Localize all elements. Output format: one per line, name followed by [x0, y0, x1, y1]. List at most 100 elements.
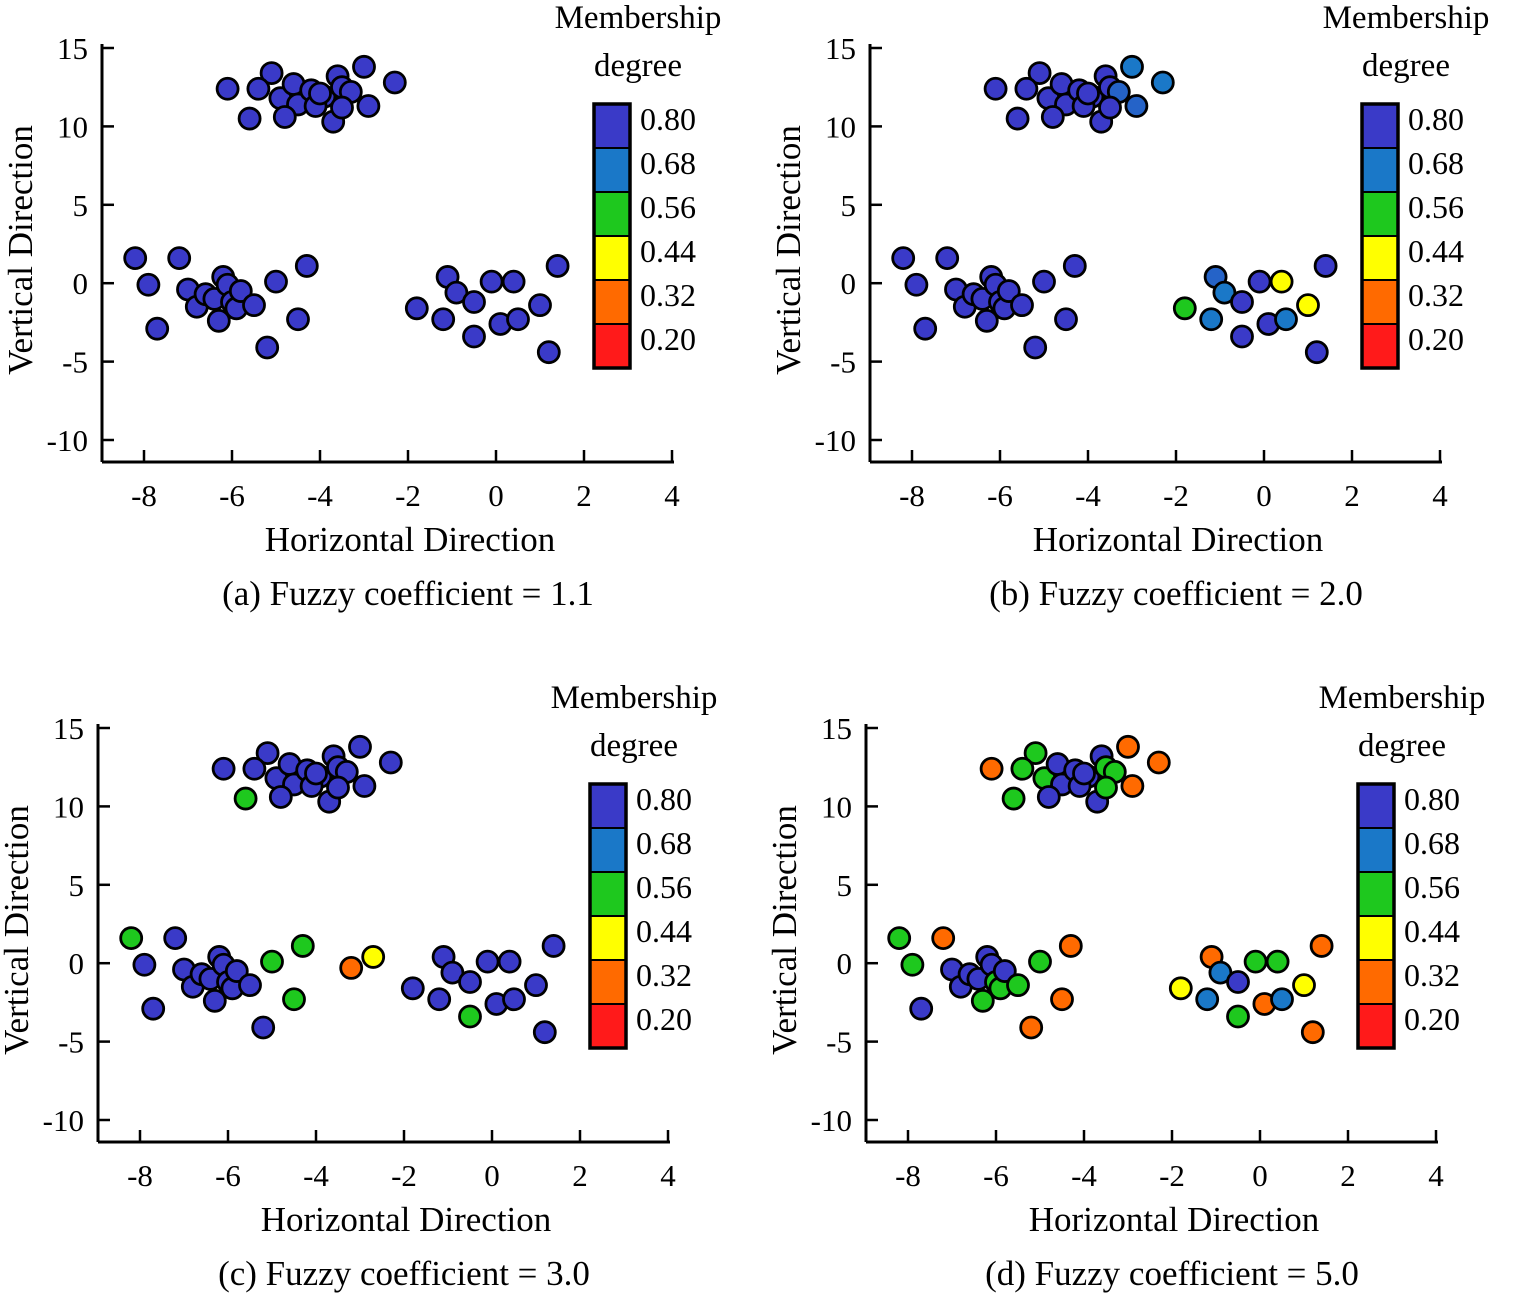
x-tick-label: -2 — [395, 478, 421, 513]
x-axis-label: Horizontal Direction — [1033, 520, 1324, 559]
data-point — [1172, 296, 1197, 321]
x-tick-label: -6 — [219, 478, 245, 513]
y-tick-label: 10 — [825, 109, 856, 144]
data-point — [132, 952, 157, 977]
y-tick-label: 15 — [825, 31, 856, 66]
data-point — [136, 272, 161, 297]
legend-title: degree — [594, 48, 682, 84]
data-point — [339, 956, 364, 980]
legend-label: 0.32 — [636, 957, 692, 993]
data-point — [1265, 949, 1290, 974]
data-point — [1076, 81, 1100, 106]
data-point — [378, 750, 403, 775]
x-tick-label: -8 — [899, 478, 925, 513]
data-point — [167, 246, 192, 271]
legend-label: 0.80 — [1408, 101, 1464, 137]
y-tick-label: 0 — [837, 946, 853, 981]
legend-swatch-0.68 — [589, 827, 627, 873]
y-axis-label: Vertical Direction — [0, 805, 36, 1055]
x-tick-label: -4 — [303, 1158, 329, 1193]
data-point — [524, 973, 548, 998]
data-point — [242, 756, 267, 781]
x-tick-label: 0 — [1256, 478, 1272, 513]
data-point — [497, 949, 522, 974]
data-point — [458, 1004, 482, 1029]
y-tick-label: 5 — [73, 188, 89, 223]
y-tick-label: 5 — [837, 868, 853, 903]
x-tick-label: 4 — [1428, 1158, 1444, 1193]
legend-swatch-0.80 — [1361, 103, 1399, 149]
y-tick-label: 10 — [821, 789, 852, 824]
legend-frame — [1356, 782, 1396, 1050]
x-tick-label: 4 — [664, 478, 680, 513]
x-tick-label: -2 — [391, 1158, 417, 1193]
data-point — [1028, 949, 1052, 974]
x-tick-label: 0 — [488, 478, 504, 513]
data-point — [458, 970, 482, 994]
data-point — [541, 934, 566, 958]
data-point — [475, 949, 500, 974]
legend-label: 0.56 — [1408, 189, 1464, 225]
y-axis-label: Vertical Direction — [1, 125, 40, 375]
data-point — [404, 296, 429, 321]
legend-swatch-0.44 — [589, 915, 627, 961]
data-point — [1027, 61, 1052, 85]
data-point — [264, 269, 288, 294]
legend-title: Membership — [1323, 0, 1490, 36]
data-point — [163, 926, 188, 951]
data-point — [326, 775, 350, 800]
data-point — [996, 279, 1021, 303]
data-point — [1247, 269, 1272, 294]
data-point — [145, 316, 170, 341]
legend-label: 0.32 — [1404, 957, 1460, 993]
data-point — [979, 756, 1004, 781]
legend-title: degree — [1362, 48, 1450, 84]
data-point — [251, 1015, 276, 1040]
data-point — [501, 269, 526, 294]
data-point — [1243, 949, 1268, 974]
data-point — [462, 290, 486, 314]
x-tick-label: 0 — [484, 1158, 500, 1193]
panel-caption: (b) Fuzzy coefficient = 2.0 — [989, 574, 1363, 613]
data-point — [259, 61, 284, 85]
data-point — [1010, 293, 1034, 318]
data-point — [1230, 324, 1254, 349]
data-point — [1226, 1004, 1250, 1029]
legend-swatch-0.44 — [1357, 915, 1395, 961]
legend-swatch-0.68 — [1361, 147, 1399, 193]
data-point — [1292, 973, 1316, 998]
data-point — [1120, 774, 1145, 798]
data-point — [123, 246, 148, 271]
data-point — [887, 926, 912, 951]
data-point — [1120, 54, 1144, 79]
data-point — [304, 761, 328, 786]
data-point — [1269, 269, 1294, 294]
data-point — [238, 973, 262, 998]
legend-swatch-0.80 — [1357, 783, 1395, 829]
legend-frame — [592, 102, 632, 370]
x-tick-label: 0 — [1252, 1158, 1268, 1193]
data-point — [1023, 741, 1048, 765]
data-point — [1274, 307, 1298, 332]
data-point — [1094, 775, 1118, 800]
legend-swatch-0.32 — [589, 959, 627, 1005]
data-point — [206, 308, 231, 333]
data-point — [1014, 76, 1039, 101]
x-tick-label: -2 — [1163, 478, 1189, 513]
data-point — [1230, 290, 1254, 314]
x-tick-label: -6 — [983, 1158, 1009, 1193]
data-point — [506, 307, 530, 332]
chart-panel-d: 15 10 5 0 -5 -10 -8 -6 -4 -2 0 2 4 Horizontal Directi… — [765, 680, 1485, 1293]
data-point — [1304, 340, 1329, 365]
data-point — [272, 105, 297, 129]
y-axis-label: Vertical Direction — [769, 125, 808, 375]
y-axis-label: Vertical Direction — [765, 805, 804, 1055]
data-point — [294, 254, 319, 278]
x-axis-label: Horizontal Direction — [261, 1200, 552, 1239]
data-point — [215, 76, 240, 101]
data-point — [233, 786, 258, 811]
legend-label: 0.68 — [636, 825, 692, 861]
legend-label: 0.68 — [1404, 825, 1460, 861]
legend-label: 0.44 — [1404, 913, 1460, 949]
data-point — [427, 987, 452, 1012]
